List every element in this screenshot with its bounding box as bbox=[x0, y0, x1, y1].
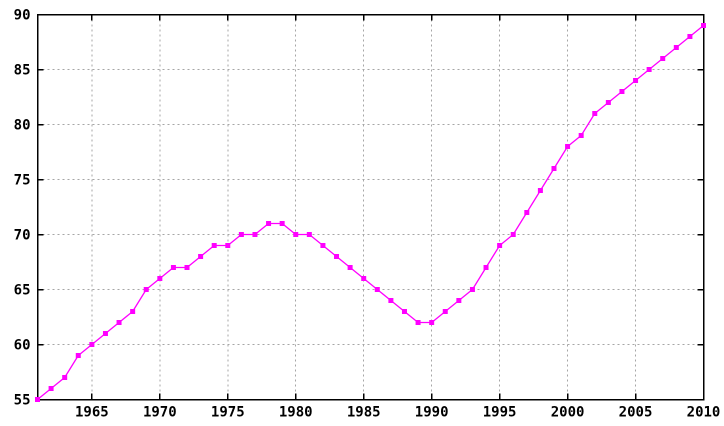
data-point bbox=[225, 243, 231, 248]
data-point bbox=[320, 243, 326, 248]
data-point bbox=[306, 232, 312, 237]
data-point bbox=[48, 386, 54, 391]
data-point bbox=[537, 188, 543, 193]
data-point bbox=[279, 221, 285, 226]
y-tick-label: 55 bbox=[14, 393, 31, 409]
y-tick-label: 80 bbox=[14, 118, 31, 134]
data-point bbox=[565, 144, 571, 149]
x-tick-label: 1985 bbox=[347, 405, 381, 421]
data-point bbox=[388, 298, 394, 303]
data-point bbox=[374, 287, 380, 292]
data-point bbox=[660, 56, 666, 61]
x-tick-label: 2010 bbox=[687, 405, 721, 421]
y-tick-label: 65 bbox=[14, 283, 31, 299]
data-point bbox=[130, 309, 136, 314]
data-point bbox=[429, 320, 435, 325]
data-point bbox=[401, 309, 407, 314]
data-point bbox=[633, 78, 639, 83]
data-point bbox=[35, 397, 40, 402]
data-point bbox=[184, 265, 190, 270]
data-point bbox=[347, 265, 353, 270]
data-point bbox=[510, 232, 516, 237]
data-point bbox=[157, 276, 163, 281]
data-point bbox=[252, 232, 258, 237]
x-tick-label: 1990 bbox=[415, 405, 449, 421]
x-tick-label: 1970 bbox=[143, 405, 177, 421]
data-point bbox=[266, 221, 272, 226]
x-tick-label: 1975 bbox=[211, 405, 245, 421]
y-tick-label: 85 bbox=[14, 63, 31, 79]
data-point bbox=[116, 320, 122, 325]
y-tick-label: 90 bbox=[14, 8, 31, 24]
data-point bbox=[170, 265, 176, 270]
data-point bbox=[592, 111, 598, 116]
x-tick-label: 1995 bbox=[483, 405, 517, 421]
data-point bbox=[578, 133, 584, 138]
data-point bbox=[211, 243, 217, 248]
data-point bbox=[673, 45, 679, 50]
x-tick-label: 2000 bbox=[551, 405, 585, 421]
x-tick-label: 1980 bbox=[279, 405, 313, 421]
data-point bbox=[75, 353, 81, 358]
data-point bbox=[442, 309, 448, 314]
data-point bbox=[701, 23, 706, 28]
data-point bbox=[483, 265, 489, 270]
data-point bbox=[238, 232, 244, 237]
data-point bbox=[524, 210, 530, 215]
data-point bbox=[334, 254, 340, 259]
data-point bbox=[687, 34, 693, 39]
data-point bbox=[415, 320, 421, 325]
data-point bbox=[102, 331, 108, 336]
data-point bbox=[469, 287, 475, 292]
y-tick-label: 60 bbox=[14, 338, 31, 354]
data-point bbox=[62, 375, 68, 380]
data-point bbox=[293, 232, 299, 237]
data-point bbox=[605, 100, 611, 105]
y-tick-label: 75 bbox=[14, 173, 31, 189]
data-point bbox=[646, 67, 652, 72]
plot-border bbox=[36, 13, 705, 401]
data-point bbox=[89, 342, 95, 347]
data-point bbox=[143, 287, 149, 292]
data-point bbox=[456, 298, 462, 303]
data-point bbox=[198, 254, 204, 259]
data-point bbox=[497, 243, 503, 248]
data-point bbox=[551, 166, 557, 171]
data-point bbox=[619, 89, 625, 94]
x-tick-label: 1965 bbox=[75, 405, 109, 421]
y-tick-label: 70 bbox=[14, 228, 31, 244]
data-point bbox=[361, 276, 367, 281]
x-tick-label: 2005 bbox=[619, 405, 653, 421]
